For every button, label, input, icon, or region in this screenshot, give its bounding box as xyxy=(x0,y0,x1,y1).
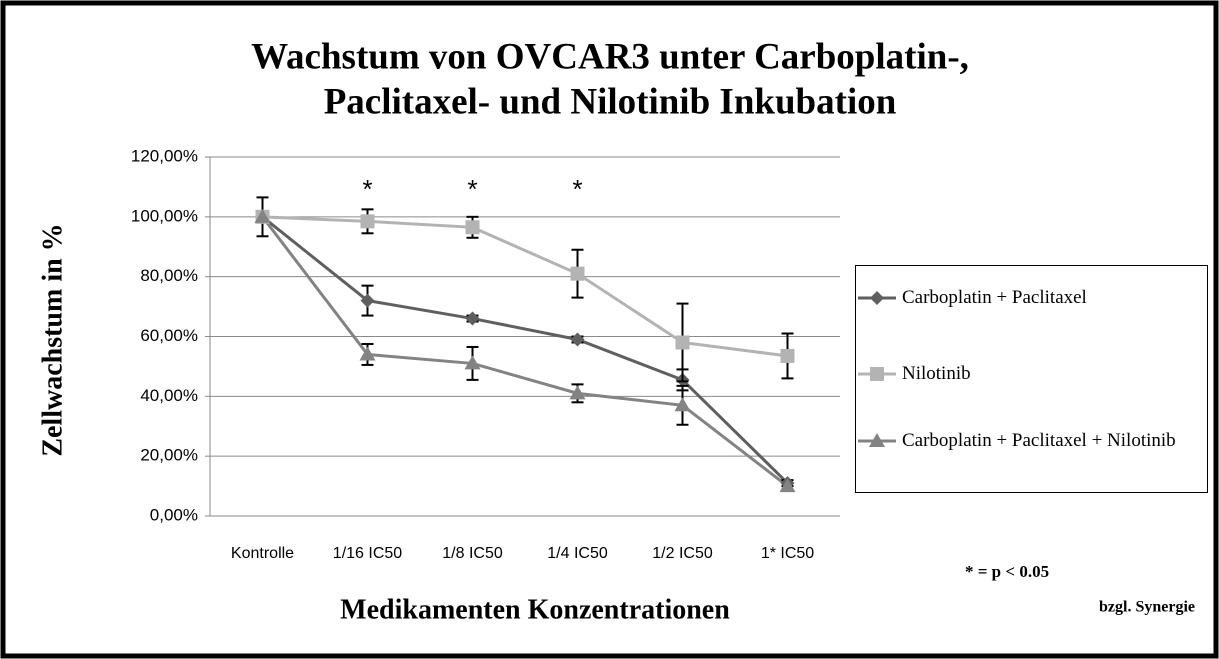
series-line xyxy=(261,215,789,488)
y-tick-label: 40,00% xyxy=(140,386,198,405)
legend-icon xyxy=(858,291,896,305)
marker xyxy=(569,385,586,400)
annotation: * xyxy=(362,174,372,204)
y-tick-label: 120,00% xyxy=(131,146,198,165)
x-tick-label: 1/2 IC50 xyxy=(652,545,713,562)
annotation: * xyxy=(572,174,582,204)
marker xyxy=(675,335,690,350)
chart-title: Paclitaxel- und Nilotinib Inkubation xyxy=(324,81,897,122)
x-axis-label: Medikamenten Konzentrationen xyxy=(340,594,730,625)
footnote: bzgl. Synergie xyxy=(1099,599,1195,616)
series-line xyxy=(261,215,789,485)
marker xyxy=(254,208,271,223)
footnote: * = p < 0.05 xyxy=(965,562,1049,581)
x-tick-label: 1/8 IC50 xyxy=(442,545,503,562)
marker xyxy=(870,367,884,381)
marker xyxy=(570,332,585,347)
legend: Carboplatin + Paclitaxel Nilotinib Carbopl… xyxy=(855,265,1208,493)
marker xyxy=(779,478,796,493)
marker xyxy=(869,433,885,447)
legend-item: Carboplatin + Paclitaxel xyxy=(856,286,1207,310)
marker xyxy=(360,293,375,308)
marker xyxy=(360,214,375,229)
marker xyxy=(870,291,884,305)
marker xyxy=(570,266,585,281)
y-tick-label: 60,00% xyxy=(140,326,198,345)
x-tick-label: Kontrolle xyxy=(231,545,294,562)
y-tick-label: 100,00% xyxy=(131,206,198,225)
legend-label: Carboplatin + Paclitaxel + Nilotinib xyxy=(902,430,1176,451)
y-tick-label: 80,00% xyxy=(140,266,198,285)
marker xyxy=(359,346,376,361)
x-tick-label: 1/4 IC50 xyxy=(547,545,608,562)
series-line xyxy=(262,215,788,358)
chart-title: Wachstum von OVCAR3 unter Carboplatin-, xyxy=(251,36,969,77)
legend-label: Carboplatin + Paclitaxel xyxy=(902,287,1087,308)
legend-label: Nilotinib xyxy=(902,363,971,384)
y-tick-label: 0,00% xyxy=(150,505,198,524)
marker xyxy=(465,220,480,235)
y-tick-label: 20,00% xyxy=(140,446,198,465)
x-tick-label: 1/16 IC50 xyxy=(333,545,402,562)
legend-item: Carboplatin + Paclitaxel + Nilotinib xyxy=(856,429,1207,453)
legend-icon xyxy=(858,367,896,381)
marker xyxy=(674,397,691,412)
marker xyxy=(780,348,795,363)
marker xyxy=(465,311,480,326)
marker xyxy=(464,355,481,370)
legend-item: Nilotinib xyxy=(856,362,1207,386)
annotation: * xyxy=(467,174,477,204)
x-tick-label: 1* IC50 xyxy=(761,545,814,562)
y-axis-label: Zellwachstum in % xyxy=(37,223,68,456)
legend-icon xyxy=(858,433,896,447)
